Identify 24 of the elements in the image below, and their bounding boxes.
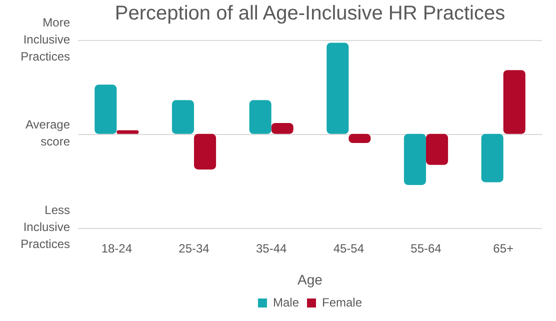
bar — [172, 100, 194, 134]
x-tick-label: 18-24 — [101, 241, 132, 256]
legend-label: Female — [322, 295, 362, 310]
x-tick-label: 25-34 — [178, 241, 210, 256]
bar — [116, 130, 139, 134]
text: More Inclusive Practices — [20, 15, 70, 64]
bar — [271, 122, 294, 134]
x-tick-label: 65+ — [493, 241, 514, 256]
bar — [426, 134, 448, 165]
text: Less Inclusive Practices — [20, 203, 70, 252]
bar — [503, 70, 526, 134]
bar — [481, 134, 504, 182]
chart-title: Perception of all Age-Inclusive HR Practices — [114, 2, 506, 25]
bar — [249, 100, 272, 134]
x-tick-label: 55-64 — [410, 241, 442, 256]
x-axis-title: Age — [298, 271, 323, 288]
legend-label: Male — [272, 295, 300, 310]
x-tick-label: 45-54 — [333, 241, 364, 256]
bar — [326, 42, 349, 134]
bar — [404, 134, 426, 185]
bar — [194, 134, 216, 170]
x-tick-label: 35-44 — [256, 241, 287, 256]
bar — [94, 84, 117, 134]
text: Average score — [26, 118, 70, 149]
